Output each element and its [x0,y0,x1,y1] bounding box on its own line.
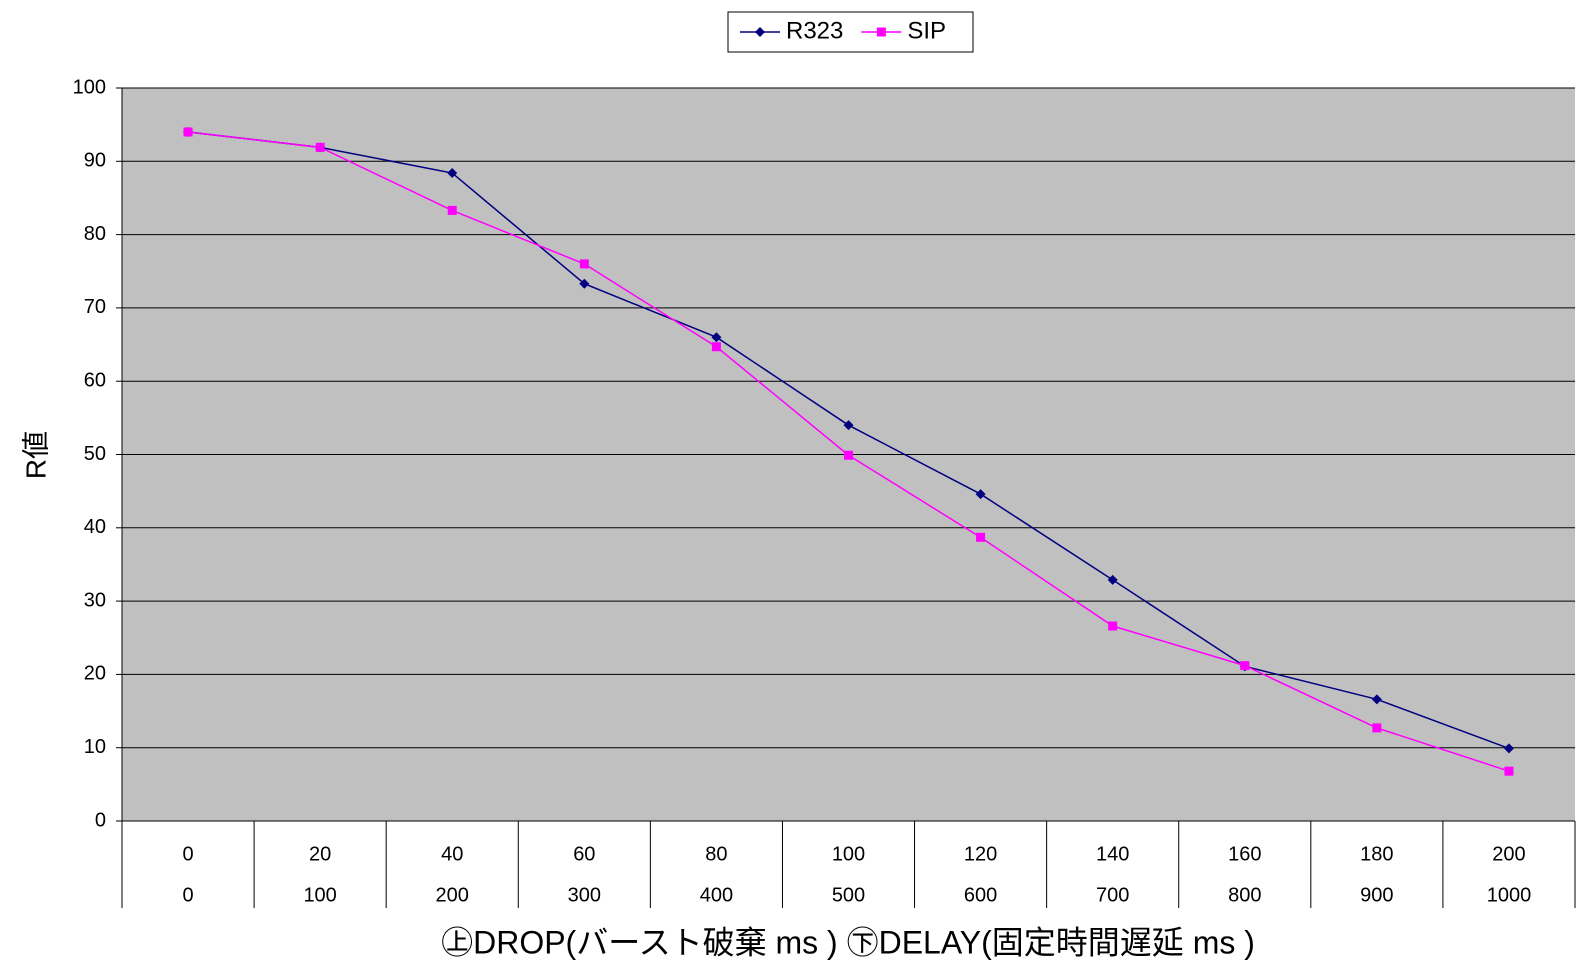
x-tick-label: 80 [705,843,727,865]
marker [844,450,853,460]
marker [315,142,325,152]
x-tick-label: 20 [309,843,331,865]
legend-label: R323 [786,17,843,44]
marker [1504,766,1514,776]
x-tick-label: 0 [182,843,193,865]
y-tick-label: 60 [84,369,106,391]
x-tick-label: 40 [441,843,463,865]
x-axis-label: ㊤DROP(バースト破棄 ms ) ㊦DELAY(固定時間遅延 ms ) [441,924,1255,960]
marker [447,168,458,179]
marker [1503,743,1514,754]
marker [876,27,886,37]
x-tick-label: 180 [1360,843,1393,865]
marker [976,532,986,542]
x-tick-label-lower: 0 [182,884,193,906]
marker [1372,723,1382,733]
marker [579,259,589,269]
marker [1240,661,1250,671]
y-tick-label: 50 [84,443,106,465]
x-tick-label: 100 [832,843,865,865]
x-tick-label-lower: 600 [964,884,997,906]
marker [447,205,457,215]
legend-label: SIP [907,17,946,44]
marker [1108,621,1118,631]
y-axis-label: R値 [20,431,51,479]
marker [1107,574,1118,585]
x-tick-label: 140 [1096,843,1129,865]
y-tick-label: 80 [84,223,106,245]
y-tick-label: 10 [84,736,106,758]
legend: R323 SIP [727,11,974,53]
x-tick-label: 160 [1228,843,1261,865]
marker [755,27,765,37]
x-tick-label-lower: 1000 [1487,884,1532,906]
y-tick-label: 30 [84,589,106,611]
y-tick-label: 90 [84,150,106,172]
x-tick-label-lower: 300 [568,884,601,906]
marker [975,489,986,500]
marker [843,420,854,431]
x-tick-label: 200 [1492,843,1525,865]
x-tick-label-lower: 500 [832,884,865,906]
x-tick-label-lower: 700 [1096,884,1129,906]
marker [711,342,721,352]
x-tick-label-lower: 900 [1360,884,1393,906]
x-tick-label-lower: 100 [303,884,336,906]
y-tick-label: 100 [73,76,106,98]
marker [711,332,722,343]
y-tick-label: 20 [84,663,106,685]
y-tick-label: 70 [84,296,106,318]
marker [183,127,193,137]
x-tick-label-lower: 800 [1228,884,1261,906]
y-tick-label: 0 [95,809,106,831]
x-tick-label: 60 [573,843,595,865]
x-tick-label-lower: 400 [700,884,733,906]
marker [579,278,590,289]
y-tick-label: 40 [84,516,106,538]
marker [1371,694,1382,705]
x-tick-label: 120 [964,843,997,865]
x-tick-label-lower: 200 [436,884,469,906]
